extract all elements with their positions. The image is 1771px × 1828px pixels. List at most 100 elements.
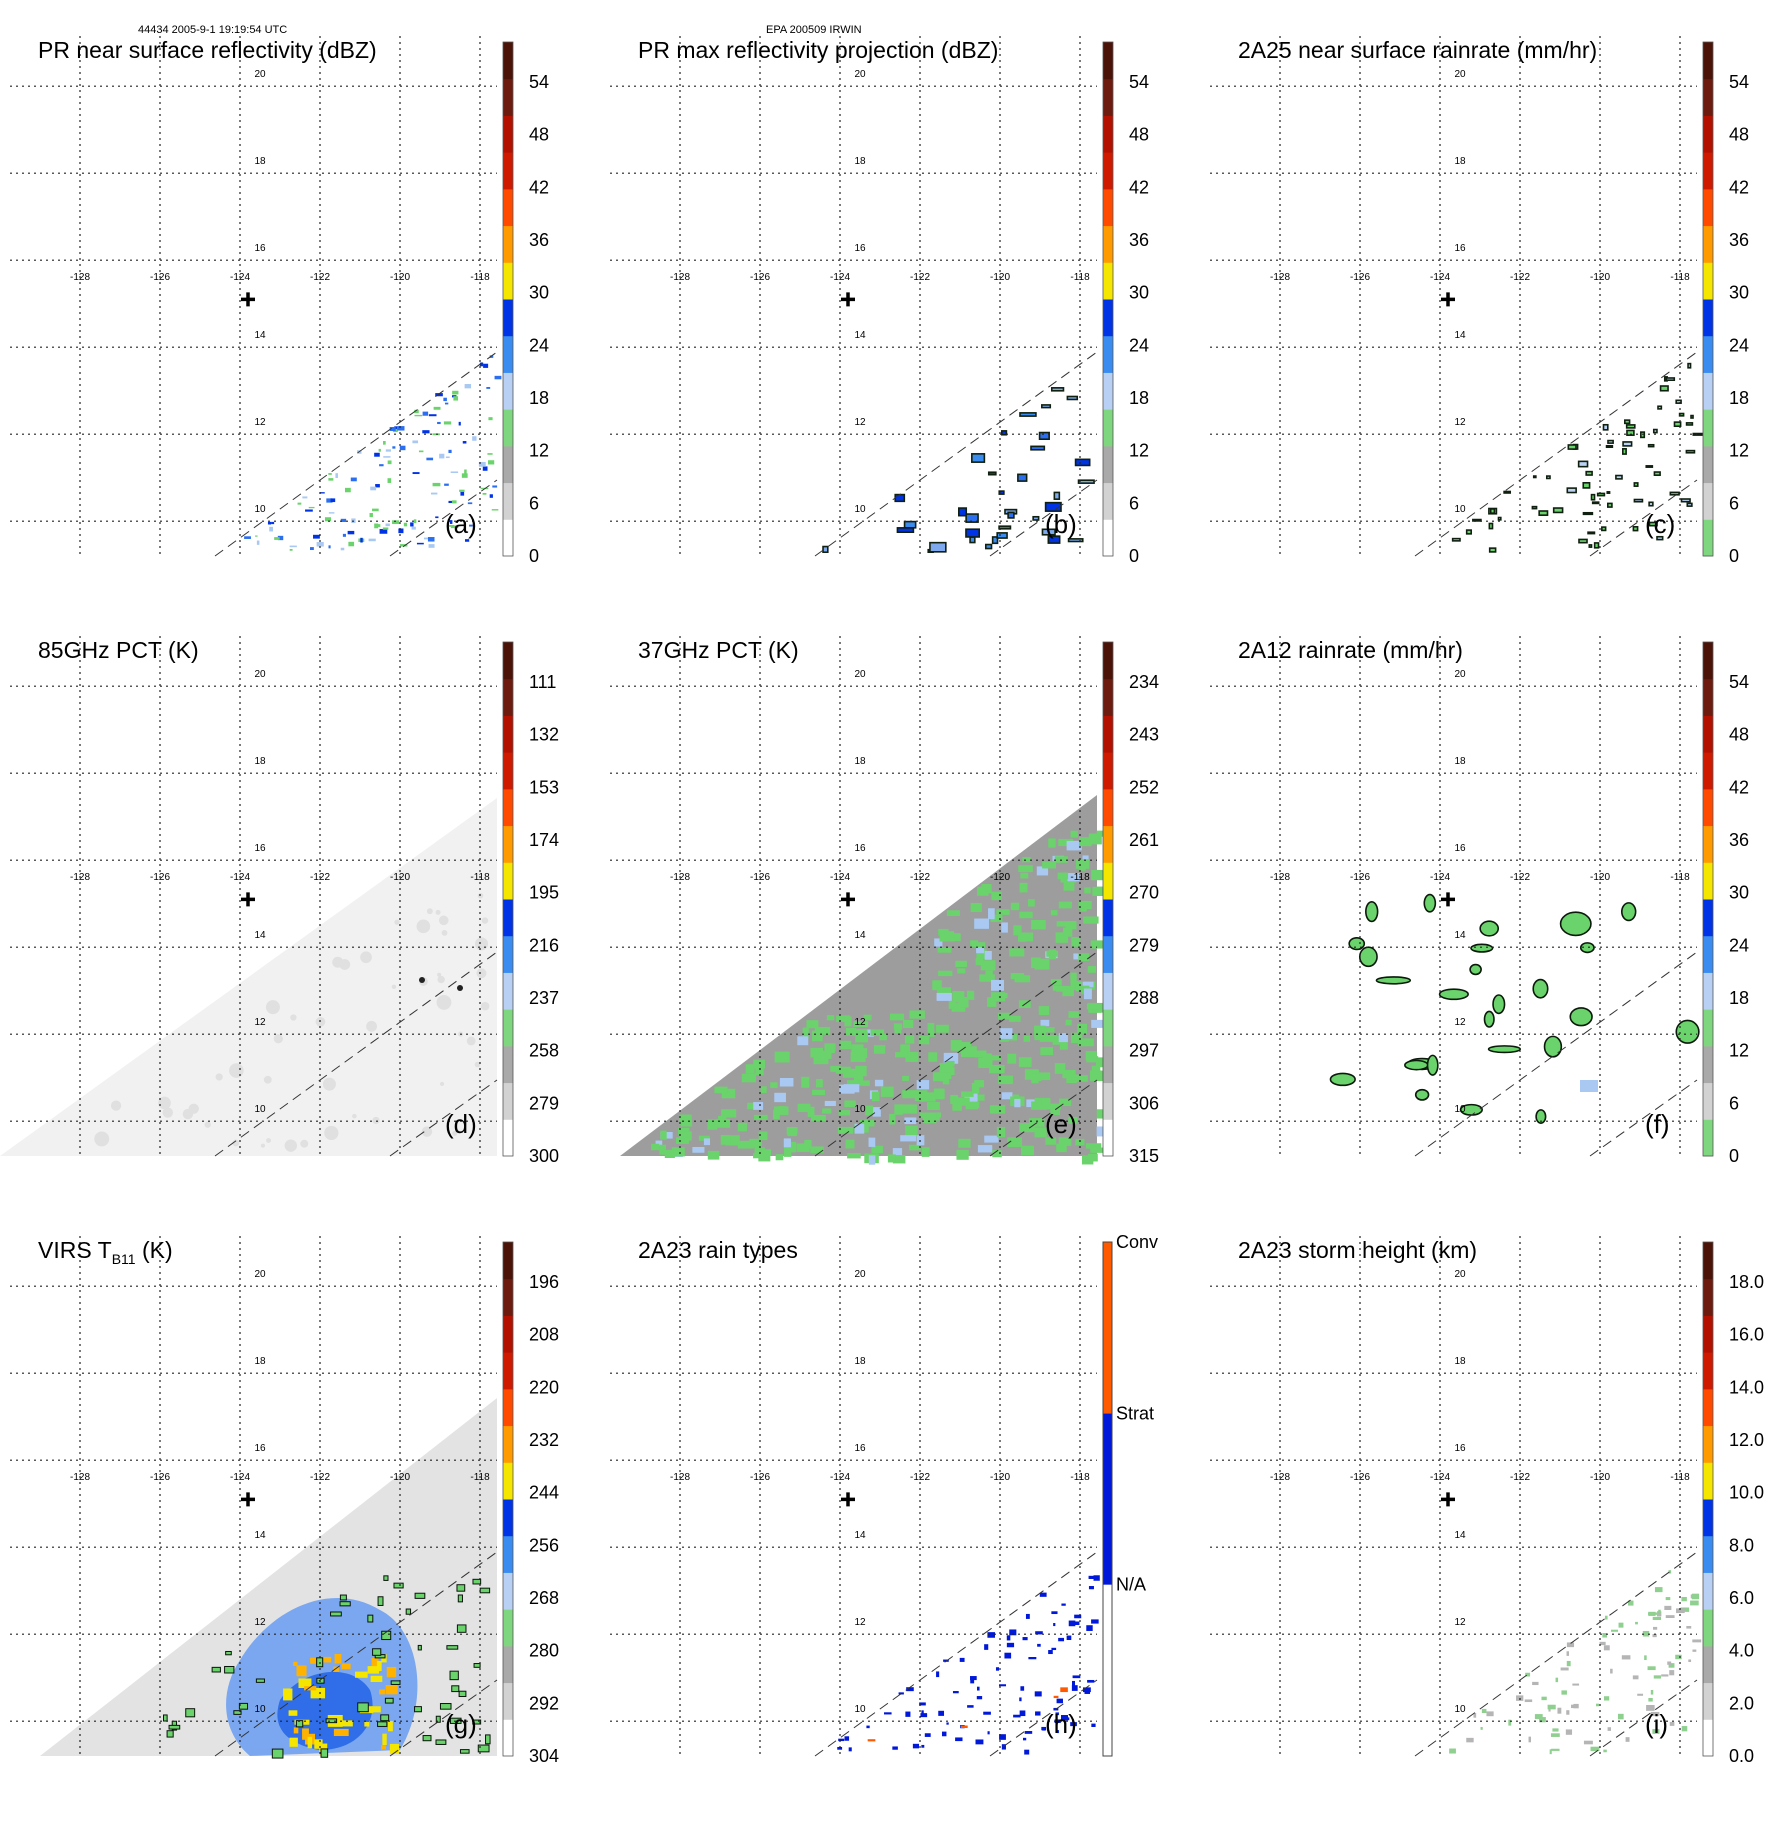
pr-swath-edges <box>814 351 1098 557</box>
pct-cell <box>946 1060 955 1067</box>
pct-cell <box>957 968 966 974</box>
pct-cell <box>837 1126 854 1134</box>
coldest-cloud-top <box>379 1689 386 1695</box>
lat-tick-label: 14 <box>1454 1530 1466 1541</box>
pct-cell <box>972 1094 985 1101</box>
pct-cell <box>980 960 996 971</box>
pct-cell <box>900 1135 917 1142</box>
storm-height-cell <box>1557 1707 1562 1714</box>
pct-cell <box>950 1094 959 1104</box>
echo-cell <box>382 527 389 530</box>
cloud-fragment <box>457 1594 463 1603</box>
rain-type-cell <box>984 1644 989 1650</box>
pct-cell <box>1057 872 1069 880</box>
lat-tick-label: 18 <box>1454 1356 1466 1367</box>
storm-height-cell <box>1652 1729 1660 1734</box>
cloud-fragment <box>456 1624 467 1633</box>
echo-cell <box>310 547 314 551</box>
pct-cell <box>1096 830 1107 837</box>
echo-cell <box>488 417 493 421</box>
echo-cell <box>1673 421 1682 428</box>
echo-cell <box>342 533 346 537</box>
panel-title: 2A12 rainrate (mm/hr) <box>1238 637 1463 663</box>
pct-texture <box>266 1138 271 1143</box>
swath-edge-line <box>214 1551 498 1757</box>
pct-cell <box>1075 981 1083 992</box>
echo-cell <box>397 426 405 431</box>
lat-tick-label: 12 <box>854 1017 866 1028</box>
colorbar-segment <box>1103 788 1113 827</box>
rain-type-cell <box>1093 1575 1100 1581</box>
pct-texture <box>421 1126 433 1137</box>
rain-type-cell <box>1006 1642 1015 1648</box>
pct-cell <box>1019 911 1033 919</box>
panel-label: (d) <box>445 1109 477 1139</box>
echo-cell <box>399 445 406 451</box>
echo-cell <box>987 471 997 476</box>
colorbar-label: 244 <box>529 1483 559 1503</box>
storm-height-cell <box>1583 1740 1593 1745</box>
lon-tick-label: -120 <box>390 872 410 883</box>
pct-cell <box>952 1042 968 1051</box>
rain-type-cell <box>1037 1643 1041 1647</box>
lon-tick-label: -122 <box>310 272 330 283</box>
lat-tick-label: 10 <box>1454 504 1466 515</box>
echo-cell <box>1606 491 1611 494</box>
echo-cell <box>387 478 392 483</box>
echo-cell <box>1566 487 1577 494</box>
pct-cell <box>1001 922 1008 933</box>
colorbar-label: 111 <box>529 672 556 692</box>
rain-blob <box>1487 1045 1522 1054</box>
echo-cell <box>375 484 380 488</box>
data-field <box>1451 362 1703 553</box>
rain-type-cell <box>1088 1586 1094 1590</box>
rain-type-cell <box>1084 1688 1091 1694</box>
echo-cell <box>998 525 1012 530</box>
colorbar-label: Conv <box>1116 1232 1158 1252</box>
echo-cell <box>1605 444 1614 449</box>
storm-height-cell <box>1560 1667 1569 1671</box>
lon-tick-label: -124 <box>1430 1472 1450 1483</box>
lat-tick-label: 12 <box>254 417 266 428</box>
echo-cell <box>1648 501 1654 507</box>
pct-texture <box>366 1020 377 1032</box>
rain-type-cell <box>920 1713 928 1718</box>
echo-cell <box>383 456 391 458</box>
colorbar-frame <box>1102 1241 1113 1757</box>
rain-type-cell <box>884 1712 892 1715</box>
pct-cell <box>847 1153 861 1159</box>
lon-tick-label: -124 <box>230 272 250 283</box>
pct-cell <box>961 1046 977 1058</box>
rain-type-cell <box>905 1711 911 1717</box>
lon-tick-label: -120 <box>1590 272 1610 283</box>
rain-type-cell <box>1088 1575 1095 1579</box>
pct-cell <box>1070 980 1078 990</box>
echo-cell <box>328 545 331 549</box>
echo-cell <box>269 526 273 532</box>
colorbar-label: 14.0 <box>1729 1377 1764 1397</box>
lat-tick-label: 20 <box>254 1269 266 1280</box>
panel-label: (a) <box>445 509 477 539</box>
storm-center-marker <box>241 892 255 907</box>
echo-cell <box>1000 430 1008 436</box>
pct-cell <box>826 1015 835 1021</box>
colorbar-label: 270 <box>1129 883 1159 903</box>
cloud-fragment <box>357 1702 369 1713</box>
coldest-cloud-top <box>334 1654 342 1664</box>
pct-cell <box>1013 925 1022 936</box>
rain-type-cell <box>1019 1710 1026 1717</box>
cloud-fragment <box>472 1578 482 1585</box>
map-grid: -128 -126 -124 -122 -120 -118 20 18 16 14 12 10 <box>610 36 1097 556</box>
coldest-cloud-top <box>333 1728 349 1737</box>
echo-cell <box>435 393 443 397</box>
colorbar-segment <box>1703 1242 1713 1280</box>
pct-cell <box>977 1145 993 1153</box>
pct-texture <box>260 1143 265 1148</box>
lon-tick-label: -128 <box>1270 1472 1290 1483</box>
storm-center-marker <box>841 892 855 907</box>
pct-cell <box>1071 937 1081 947</box>
echo-cell <box>267 521 272 525</box>
cloud-fragment <box>225 1650 232 1656</box>
rain-type-cell <box>1071 1621 1080 1625</box>
cloud-fragment <box>166 1730 174 1738</box>
